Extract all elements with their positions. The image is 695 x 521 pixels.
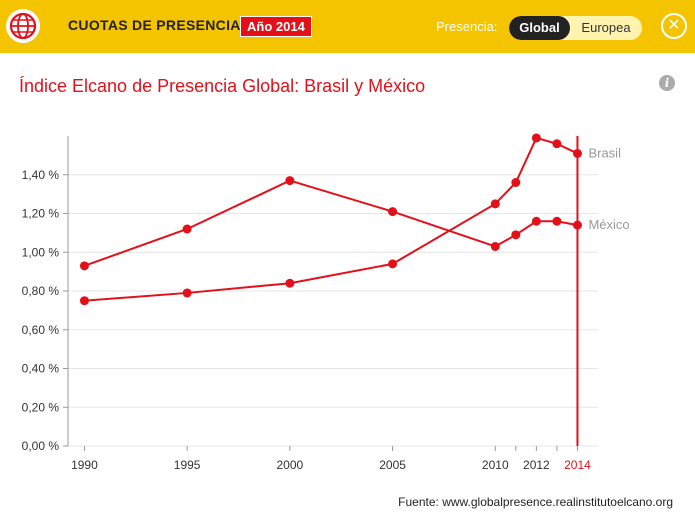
data-point [388, 259, 398, 269]
data-point [552, 216, 562, 226]
y-tick-label: 0,60 % [22, 323, 60, 337]
data-point [490, 241, 500, 251]
x-tick-label: 1995 [174, 458, 201, 472]
y-tick-label: 0,20 % [22, 400, 60, 414]
globe-icon[interactable] [6, 9, 40, 43]
year-badge: Año 2014 [240, 16, 312, 37]
presence-label: Presencia: [436, 19, 498, 34]
y-tick-label: 0,80 % [22, 284, 60, 298]
chart-title: Índice Elcano de Presencia Global: Brasi… [19, 76, 426, 96]
top-bar: CUOTAS DE PRESENCIA Año 2014 Presencia: … [0, 0, 695, 53]
data-point [182, 288, 192, 298]
y-tick-label: 0,40 % [22, 362, 60, 376]
data-point [531, 133, 541, 143]
x-tick-label: 2012 [523, 458, 550, 472]
info-icon[interactable]: i [659, 75, 675, 91]
data-point [79, 261, 89, 271]
source-note: Fuente: www.globalpresence.realinstituto… [398, 495, 673, 509]
section-title: CUOTAS DE PRESENCIA [68, 17, 241, 33]
data-point [388, 207, 398, 217]
data-point [490, 199, 500, 209]
x-tick-label: 1990 [71, 458, 98, 472]
data-point [285, 278, 295, 288]
data-point [511, 230, 521, 240]
y-tick-label: 1,40 % [22, 168, 60, 182]
data-point [511, 178, 521, 187]
x-tick-label: 2000 [277, 458, 304, 472]
series-line-brasil [84, 136, 578, 302]
toggle-global[interactable]: Global [509, 16, 570, 40]
y-tick-label: 1,00 % [22, 245, 60, 259]
data-point [182, 224, 192, 234]
y-tick-label: 1,20 % [22, 207, 60, 221]
presence-toggle: Global Europea [509, 16, 642, 40]
data-point [79, 296, 89, 306]
series-label: Brasil [588, 145, 621, 160]
toggle-europe[interactable]: Europea [581, 20, 631, 35]
x-tick-label: 2014 [564, 458, 591, 472]
data-point [572, 220, 582, 230]
x-tick-label: 2010 [482, 458, 509, 472]
series-line-méxico [84, 179, 578, 267]
data-point [285, 176, 295, 186]
close-button[interactable]: ✕ [661, 13, 687, 39]
x-tick-label: 2005 [379, 458, 406, 472]
data-point [572, 148, 582, 158]
y-tick-label: 0,00 % [22, 439, 60, 453]
series-label: México [588, 217, 629, 232]
data-point [531, 216, 541, 226]
data-point [552, 139, 562, 149]
